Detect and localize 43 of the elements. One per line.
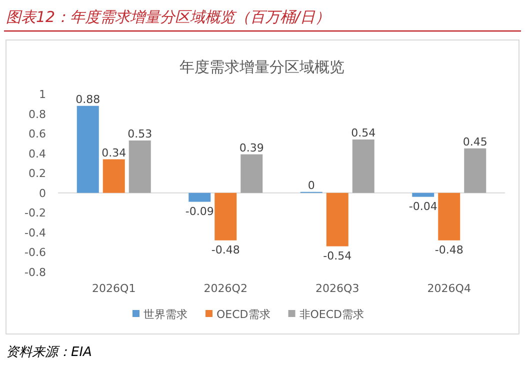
- data-label: -0.54: [323, 249, 352, 262]
- data-label: 0.34: [102, 146, 126, 160]
- bar: [188, 192, 211, 202]
- y-tick-label: -0.6: [24, 246, 46, 260]
- y-tick-label: -0.8: [24, 266, 46, 279]
- legend-label: 非OECD需求: [299, 308, 364, 321]
- data-label: 0.54: [351, 126, 376, 140]
- x-tick-label: 2026Q2: [204, 282, 248, 295]
- chart-title: 图表12：年度需求增量分区域概览（百万桶/日）: [6, 8, 330, 26]
- data-label: -0.04: [408, 200, 438, 213]
- text: 资料来源：EIA: [6, 345, 92, 360]
- data-label: -0.48: [211, 243, 240, 256]
- data-label: -0.09: [185, 204, 214, 218]
- bar: [214, 192, 237, 240]
- y-tick-label: 0.4: [28, 147, 46, 160]
- y-tick-label: 0.2: [28, 167, 46, 180]
- bar: [76, 106, 99, 193]
- data-label: 0.53: [128, 127, 152, 140]
- bar: [464, 148, 486, 193]
- y-tick-label: 0.6: [28, 128, 46, 141]
- bar: [352, 139, 374, 193]
- bar: [326, 192, 348, 246]
- bar: [438, 192, 460, 240]
- data-label: -0.48: [434, 243, 464, 256]
- bar: [102, 159, 125, 193]
- chart-subtitle: 年度需求增量分区域概览: [180, 58, 344, 76]
- y-tick-label: 0: [39, 186, 46, 200]
- bar: [412, 192, 434, 197]
- y-tick-label: 0.8: [28, 108, 46, 121]
- y-tick-label: -0.4: [24, 226, 46, 240]
- y-tick-label: -0.2: [24, 206, 46, 220]
- legend-label: 世界需求: [144, 308, 188, 321]
- legend-label: OECD需求: [216, 308, 270, 321]
- data-label: 0.39: [239, 141, 264, 154]
- x-tick-label: 2026Q3: [316, 282, 360, 295]
- bar: [128, 140, 151, 193]
- bar: [240, 154, 263, 193]
- data-label: 0: [308, 178, 315, 192]
- x-tick-label: 2026Q4: [427, 282, 471, 295]
- x-tick-label: 2026Q1: [92, 282, 136, 295]
- y-tick-label: 1: [39, 88, 46, 101]
- data-label: 0.88: [76, 92, 100, 106]
- data-label: 0.45: [462, 135, 488, 148]
